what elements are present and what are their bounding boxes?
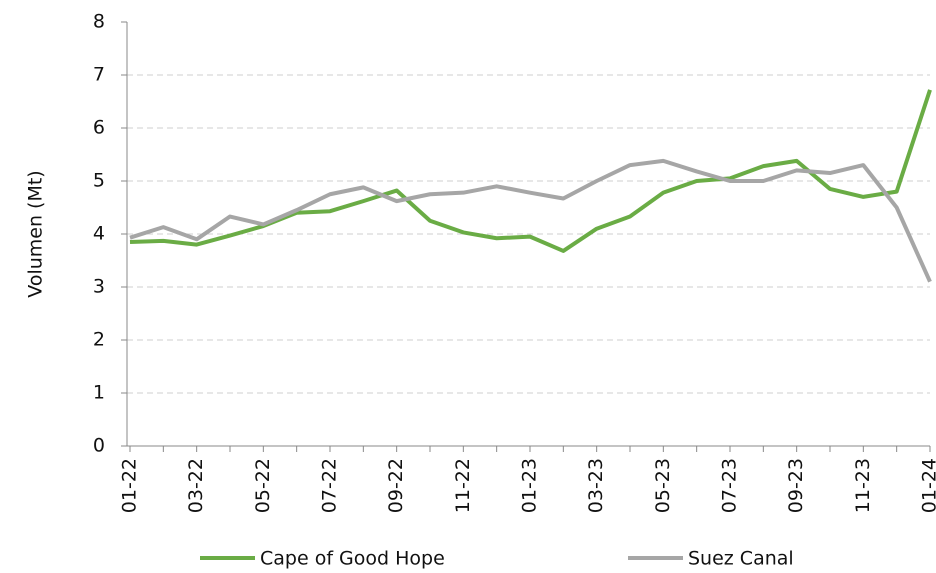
x-tick-label: 01-22 (119, 458, 141, 513)
x-tick-label: 07-22 (319, 458, 341, 513)
y-tick-label: 2 (93, 329, 105, 351)
y-tick-label: 3 (93, 276, 105, 298)
y-tick-label: 5 (93, 170, 105, 192)
y-tick-label: 8 (93, 11, 105, 33)
x-tick-label: 05-23 (652, 458, 674, 513)
x-tick-label: 07-23 (719, 458, 741, 513)
y-tick-label: 7 (93, 64, 105, 86)
x-tick-label: 09-22 (385, 458, 407, 513)
y-tick-label: 0 (93, 435, 105, 457)
x-tick-label: 09-23 (785, 458, 807, 513)
y-tick-label: 4 (93, 223, 105, 245)
x-tick-label: 05-22 (252, 458, 274, 513)
x-tick-label: 03-23 (585, 458, 607, 513)
x-tick-label: 01-23 (519, 458, 541, 513)
x-tick-label: 11-22 (452, 458, 474, 513)
x-tick-label: 11-23 (852, 458, 874, 513)
y-axis-label: Volumen (Mt) (25, 170, 47, 297)
y-tick-label: 1 (93, 382, 105, 404)
legend-label: Suez Canal (688, 548, 794, 570)
x-tick-label: 03-22 (185, 458, 207, 513)
y-tick-label: 6 (93, 117, 105, 139)
legend-label: Cape of Good Hope (260, 548, 445, 570)
series-line (129, 158, 932, 283)
x-tick-label: 01-24 (919, 458, 936, 513)
